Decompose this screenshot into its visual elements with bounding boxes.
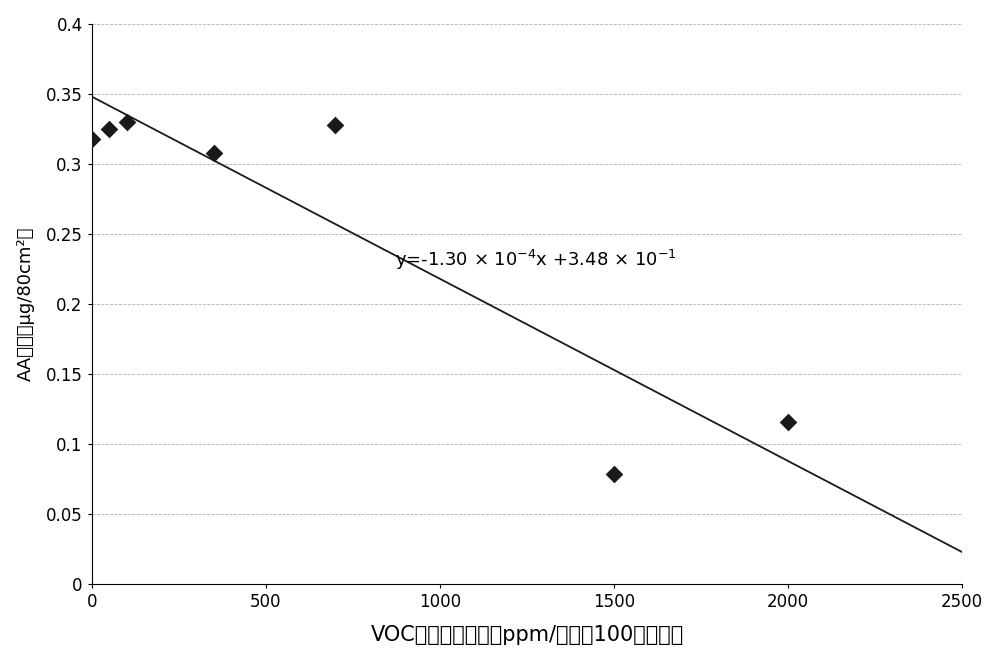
Text: y=-1.30 $\times$ 10$^{-4}$x +3.48 $\times$ 10$^{-1}$: y=-1.30 $\times$ 10$^{-4}$x +3.48 $\time…: [395, 248, 676, 272]
Point: [606, 469, 622, 479]
Point: [780, 416, 796, 427]
Point: [84, 133, 100, 144]
Point: [101, 124, 117, 134]
Point: [327, 119, 343, 130]
Y-axis label: AA含量（μg/80cm²）: AA含量（μg/80cm²）: [17, 227, 35, 381]
Point: [206, 148, 222, 158]
Point: [119, 117, 135, 127]
X-axis label: VOC减少剤的含量（ppm/多元醇100质量份）: VOC减少剤的含量（ppm/多元醇100质量份）: [370, 626, 684, 645]
